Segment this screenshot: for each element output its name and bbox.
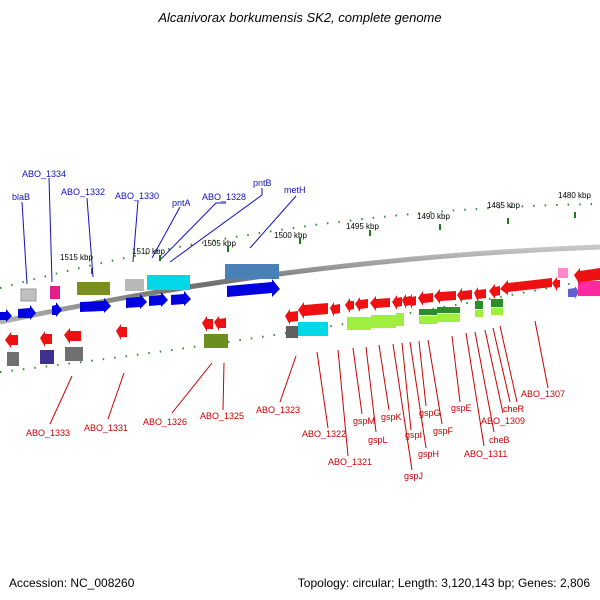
gene-arrow [227,279,280,297]
gene-label: pntA [172,198,191,208]
gene-label: gspG [419,408,441,418]
gene-label: gspF [433,426,454,436]
gene-label: metH [284,185,306,195]
gene-feature [7,352,19,366]
gene-label: ABO_1323 [256,405,300,415]
tick-label: 1505 kbp [203,239,236,248]
tick-labels: 1515 kbp 1510 kbp 1505 kbp 1500 kbp 1495… [60,191,591,262]
gene-feature [437,307,460,313]
reverse-strand-features [285,268,600,325]
gene-feature [20,288,37,302]
gene-feature [419,316,437,324]
gene-arrow [0,309,12,322]
tick-label: 1490 kbp [417,212,450,221]
gene-feature [475,310,483,317]
gene-arrow [171,291,191,306]
gene-feature [491,308,503,315]
gene-feature [371,315,396,328]
gene-label: gspL [368,435,388,445]
gene-label: gspK [381,412,402,422]
tick-label: 1510 kbp [132,247,165,256]
reverse-gene-labels: ABO_1333 ABO_1331 ABO_1326 ABO_1325 ABO_… [26,389,565,481]
gene-label: gspM [353,416,375,426]
outer-tick-track [0,203,600,289]
gene-label: ABO_1311 [464,449,507,459]
gene-arrow [80,298,111,313]
gene-feature [50,286,60,299]
gene-arrow [214,316,226,331]
gene-arrow [126,294,147,309]
gene-arrow [116,324,127,340]
gene-label: ABO_1309 [481,416,525,426]
gene-label: gspH [418,449,439,459]
gene-feature [77,282,110,295]
gene-label: ABO_1321 [328,457,372,467]
tick-label: 1480 kbp [558,191,591,200]
gene-label: ABO_1333 [26,428,70,438]
gene-feature [419,309,437,315]
map-title: Alcanivorax borkumensis SK2, complete ge… [157,10,441,25]
gene-label: cheB [489,435,510,445]
reverse-leader-lines [49,320,549,471]
lower-features [5,299,503,366]
gene-label: ABO_1330 [115,191,159,201]
gene-arrow [202,316,213,332]
gene-label: ABO_1331 [84,423,128,433]
gene-feature [437,314,460,322]
topology-text: Topology: circular; Length: 3,120,143 bp… [298,576,591,590]
gene-feature [491,299,503,307]
gene-feature [40,350,54,364]
gene-feature [298,322,328,336]
gene-label: blaB [12,192,30,202]
tick-label: 1500 kbp [274,231,307,240]
gene-label: ABO_1322 [302,429,346,439]
gene-feature [396,313,404,326]
accession-text: Accession: NC_008260 [9,576,135,590]
gene-label: ABO_1325 [200,411,244,421]
gene-label: ABO_1326 [143,417,187,427]
gene-arrow [52,302,62,317]
major-ticks [91,212,576,274]
gene-feature [558,268,568,278]
gene-label: ABO_1328 [202,192,246,202]
gene-label: cheR [503,404,525,414]
gene-feature [475,301,483,309]
gene-feature [578,281,600,296]
tick-label: 1495 kbp [346,222,379,231]
gene-arrow [568,286,579,299]
gene-arrow [5,332,18,348]
gene-feature [225,264,279,279]
gene-arrow [149,292,168,307]
gene-feature [125,279,144,291]
forward-gene-labels: ABO_1334 blaB ABO_1332 ABO_1330 pntA ABO… [12,169,306,208]
gene-arrow [18,305,36,320]
gene-label: pntB [253,178,272,188]
gene-label: ABO_1307 [521,389,565,399]
gene-feature [147,275,190,290]
gene-arrow [64,328,81,344]
gene-feature [347,317,371,330]
tick-label: 1515 kbp [60,253,93,262]
gene-label: ABO_1332 [61,187,105,197]
forward-strand-features [0,264,600,322]
forward-leader-lines [21,177,297,285]
gene-label: ABO_1334 [22,169,66,179]
gene-feature [204,334,228,348]
gene-feature [65,347,83,361]
gene-label: gspI [405,430,422,440]
gene-label: gspE [451,403,472,413]
gene-feature [286,326,298,338]
tick-label: 1485 kbp [487,201,520,210]
gene-arrow [40,331,52,347]
gene-label: gspJ [404,471,423,481]
